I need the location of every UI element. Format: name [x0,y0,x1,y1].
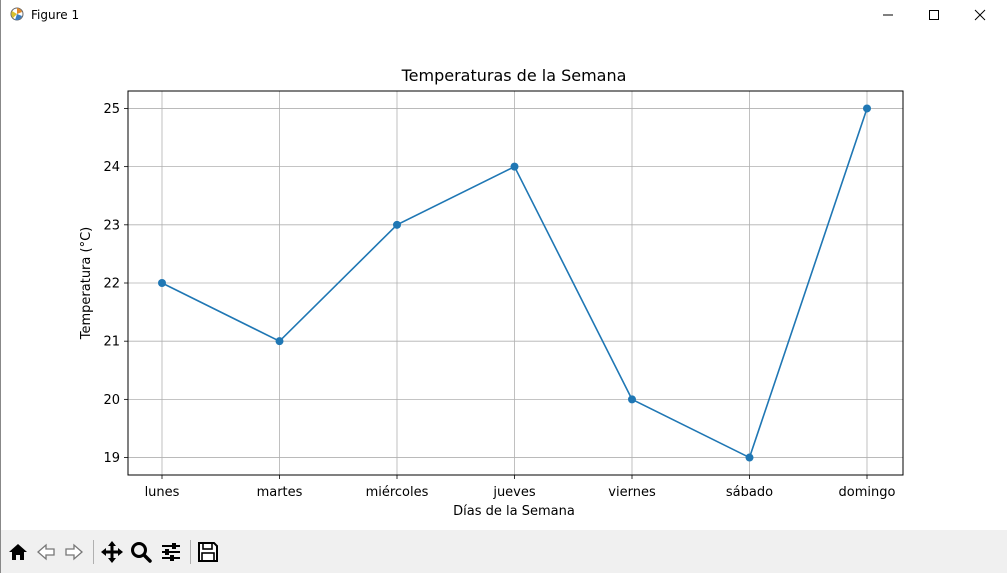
data-point [158,279,166,287]
grid-lines [128,91,903,475]
close-icon [974,9,986,21]
zoom-icon [131,542,152,563]
series-temperatura [158,104,871,462]
configure-subplots-icon [162,543,180,561]
window-title: Figure 1 [31,8,80,22]
minimize-icon [883,14,893,16]
forward-arrow-icon [65,543,83,561]
pan-icon [101,541,123,563]
save-icon [198,542,218,562]
y-tick-label: 25 [103,102,120,117]
y-axis-ticks: 19 20 21 22 23 24 25 [103,102,128,466]
home-icon [9,544,27,560]
y-tick-label: 23 [103,218,120,233]
chart-title: Temperaturas de la Semana [401,66,627,85]
close-button[interactable] [957,0,1003,30]
y-axis-label: Temperatura (°C) [79,227,94,340]
forward-button[interactable] [61,538,87,566]
toolbar-separator [93,540,94,564]
y-tick-label: 24 [103,160,120,175]
x-tick-label: jueves [492,485,536,500]
x-axis-label: Días de la Semana [453,504,575,519]
toolbar-separator [190,540,191,564]
pan-button[interactable] [99,538,125,566]
y-tick-label: 20 [103,393,120,408]
data-point [510,162,519,171]
x-tick-label: domingo [839,485,896,500]
save-button[interactable] [195,538,221,566]
home-button[interactable] [5,538,31,566]
back-button[interactable] [33,538,59,566]
y-tick-label: 21 [103,335,120,350]
navigation-toolbar [1,530,1007,573]
x-axis-ticks: lunes martes miércoles jueves viernes sábado d… [145,475,896,500]
matplotlib-icon [9,6,25,22]
data-point [745,453,754,462]
y-tick-label: 19 [103,451,120,466]
back-arrow-icon [37,543,55,561]
x-tick-label: lunes [145,485,180,500]
zoom-button[interactable] [128,538,154,566]
figure-canvas[interactable]: Temperaturas de la Semana 19 20 21 22 23 24 25… [1,30,1007,530]
minimize-button[interactable] [865,0,911,30]
x-tick-label: martes [257,485,303,500]
data-point [628,395,636,404]
configure-subplots-button[interactable] [158,538,184,566]
x-tick-label: miércoles [366,485,429,500]
line-chart: Temperaturas de la Semana 19 20 21 22 23 24 25… [79,66,904,519]
y-tick-label: 22 [103,277,120,292]
title-bar: Figure 1 [1,0,1007,30]
x-tick-label: sábado [726,485,773,500]
x-tick-label: viernes [608,485,656,500]
data-point [275,337,284,346]
data-point [393,220,401,229]
maximize-icon [929,10,939,20]
maximize-button[interactable] [911,0,957,30]
data-point [863,104,871,113]
